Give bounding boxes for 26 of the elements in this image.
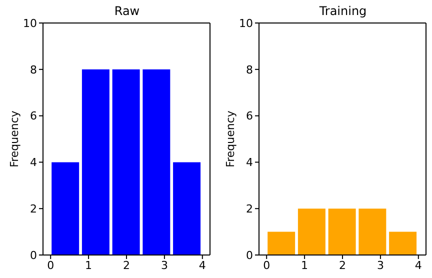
x-tick-label: 4 (198, 258, 206, 272)
x-tick-label: 0 (47, 258, 54, 272)
y-tick-label: 4 (30, 156, 37, 170)
y-tick-label: 6 (30, 110, 37, 123)
y-tick-label: 2 (30, 202, 37, 216)
x-tick-label: 2 (339, 258, 346, 272)
x-tick-label: 1 (301, 258, 308, 272)
chart-title: Raw (113, 4, 141, 18)
x-tick-label: 0 (263, 258, 270, 272)
x-tick-label: 4 (414, 258, 422, 272)
y-axis-title: Frequency (8, 110, 21, 168)
y-tick-label: 0 (246, 248, 253, 262)
x-tick-label: 1 (85, 258, 92, 272)
y-tick-label: 10 (23, 16, 37, 30)
x-tick-label: 3 (376, 258, 384, 272)
chart-title: Training (318, 4, 368, 18)
y-tick-label: 4 (246, 156, 253, 170)
y-tick-label: 8 (30, 63, 37, 76)
y-tick-label: 0 (30, 248, 37, 262)
y-tick-label: 6 (246, 110, 253, 123)
x-tick-label: 3 (160, 258, 168, 272)
y-tick-label: 10 (239, 16, 253, 30)
y-axis-title: Frequency (224, 110, 237, 168)
y-tick-label: 2 (246, 202, 253, 216)
y-tick-label: 8 (246, 63, 253, 76)
x-tick-label: 2 (123, 258, 130, 272)
